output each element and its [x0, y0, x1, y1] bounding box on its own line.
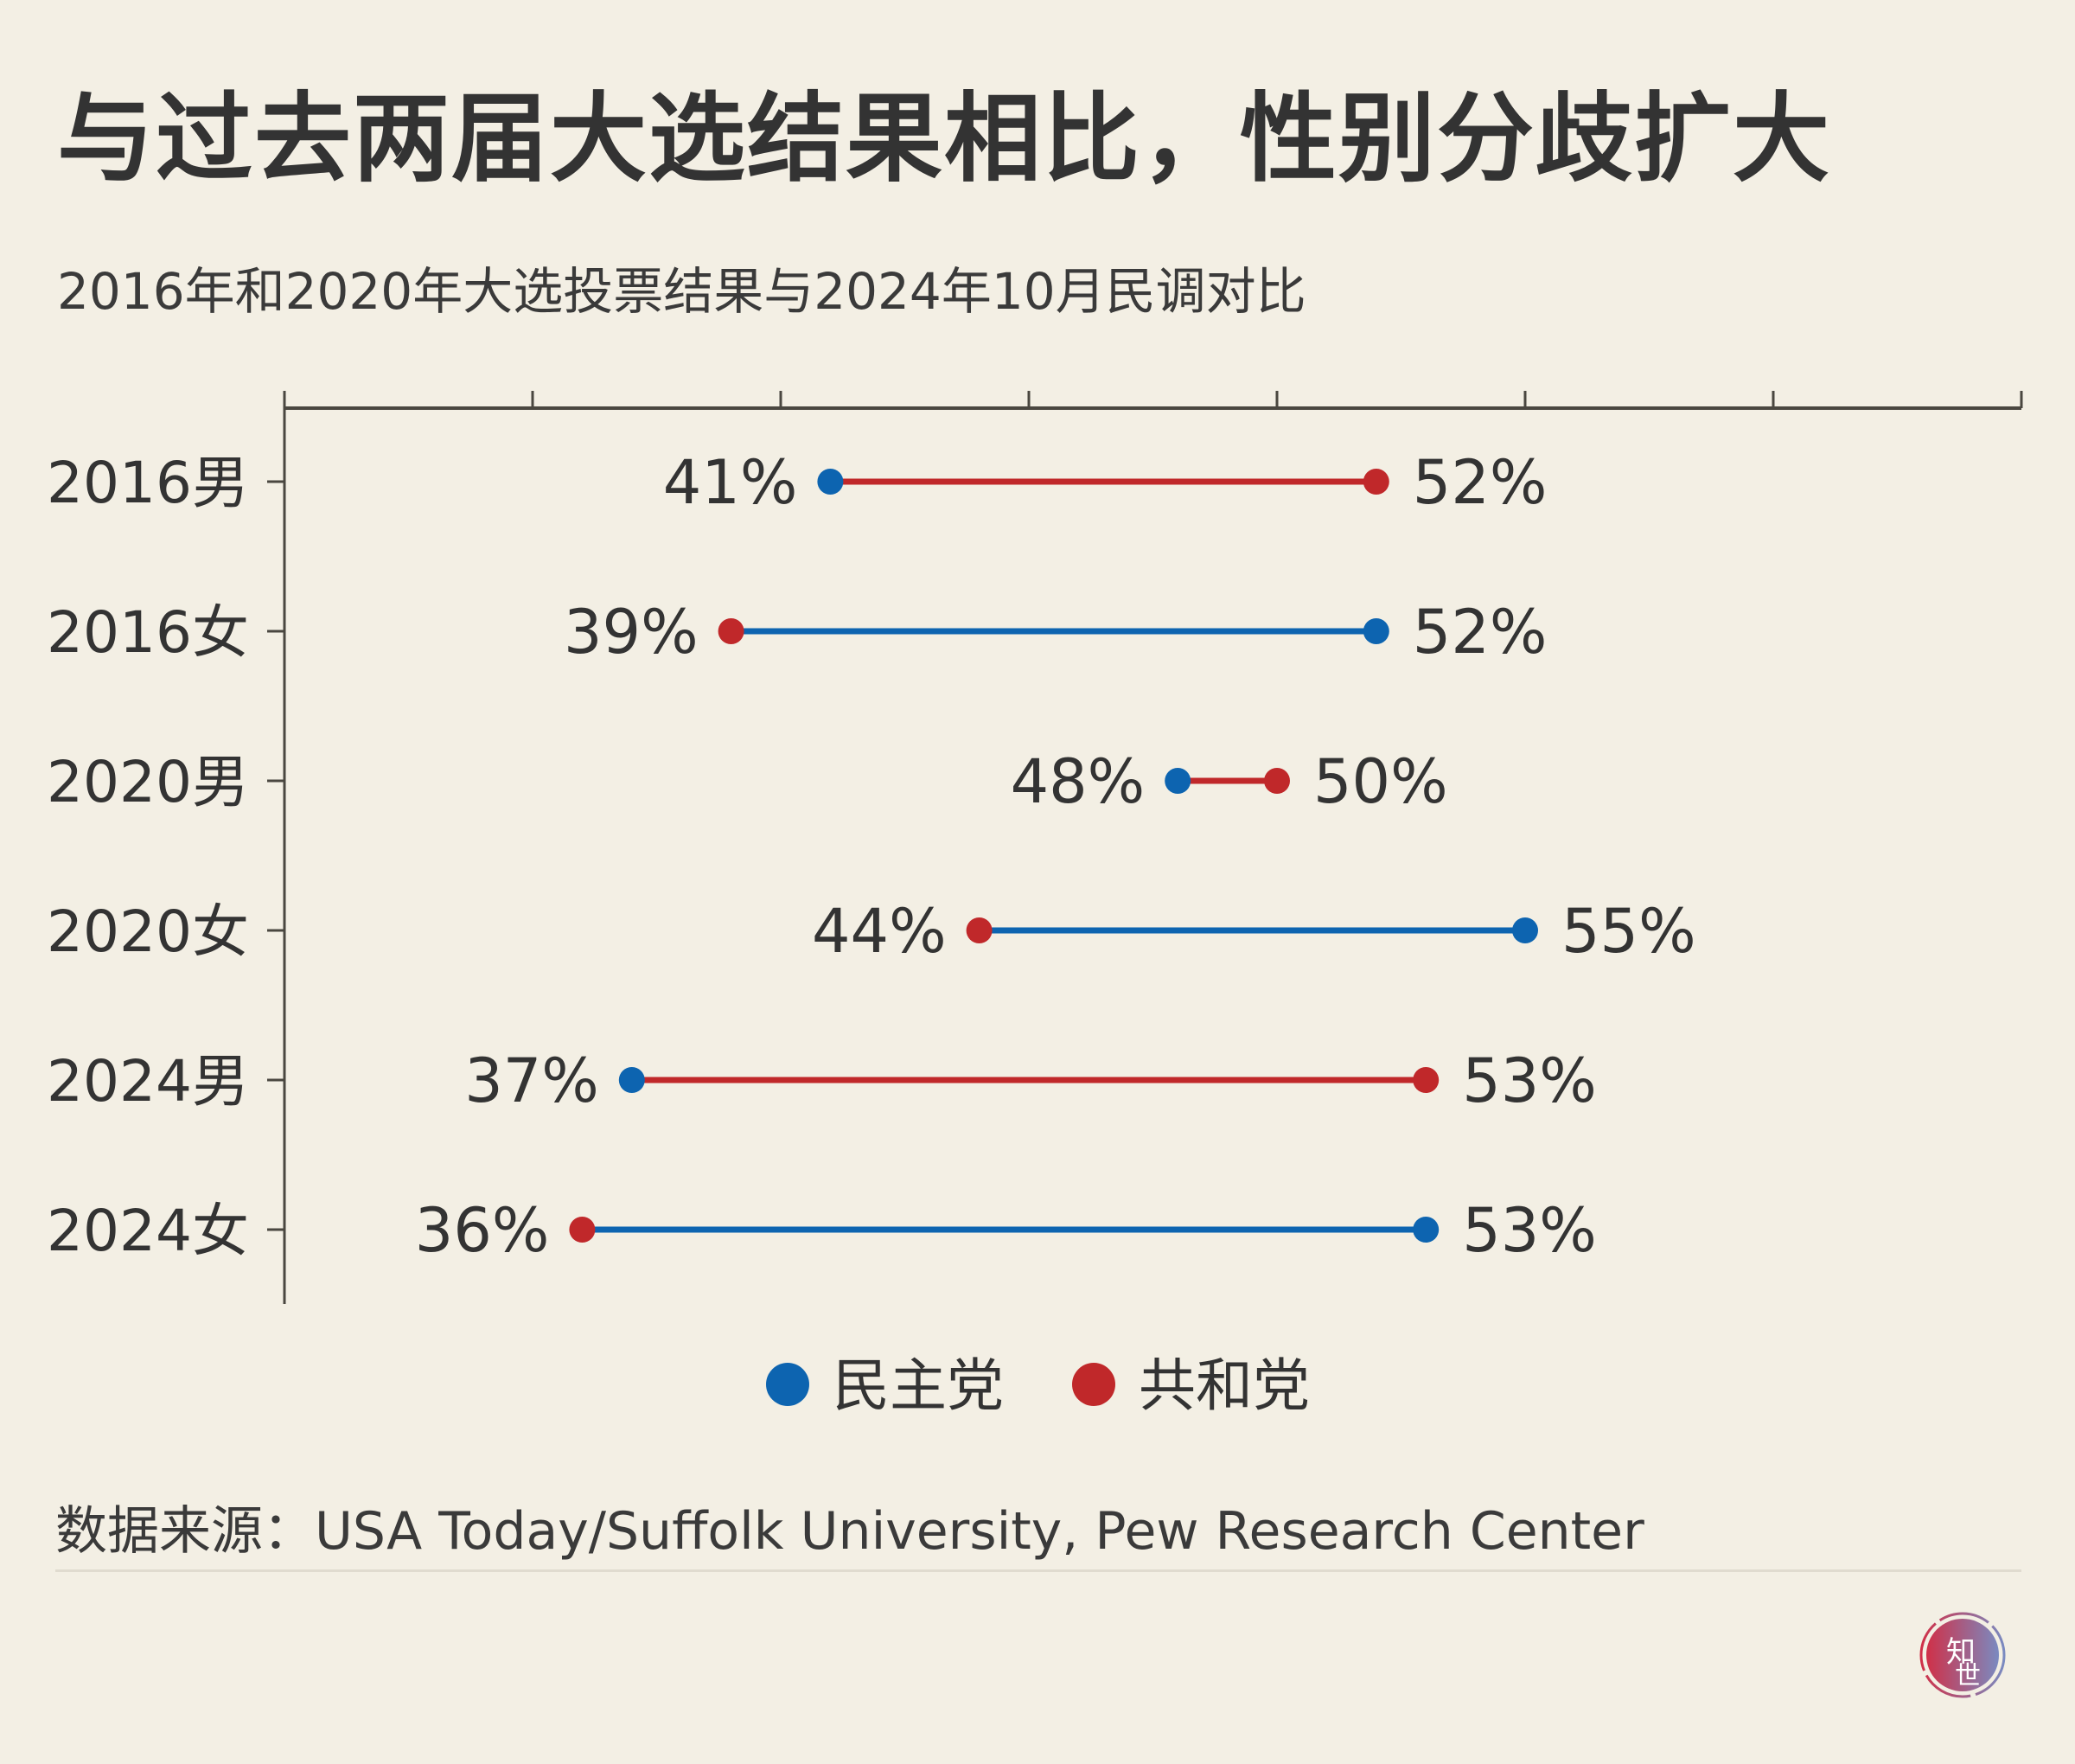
legend-marker-democrat [766, 1363, 809, 1406]
value-label: 41% [663, 447, 798, 518]
legend-marker-republican [1072, 1363, 1115, 1406]
value-label: 44% [812, 896, 947, 967]
value-label: 37% [464, 1045, 599, 1116]
value-label: 36% [415, 1195, 550, 1266]
republican-point [718, 618, 744, 644]
democrat-point [1413, 1217, 1440, 1243]
legend-label-democrat: 民主党 [833, 1352, 1004, 1419]
chart-title: 与过去两届大选结果相比，性别分歧扩大 [57, 83, 1831, 195]
legend-label-republican: 共和党 [1139, 1352, 1310, 1419]
zhishi-logo: 知 世 [1919, 1612, 2006, 1698]
republican-point [966, 917, 993, 943]
category-label: 2024男 [47, 1048, 249, 1115]
category-label: 2016男 [47, 450, 249, 516]
value-label: 52% [1413, 447, 1548, 518]
democrat-point [618, 1067, 645, 1093]
republican-point [1264, 768, 1290, 794]
svg-text:世: 世 [1955, 1661, 1981, 1691]
value-label: 53% [1462, 1195, 1597, 1266]
value-label: 48% [1011, 746, 1146, 817]
value-label: 53% [1462, 1045, 1597, 1116]
source-note: 数据来源：USA Today/Suffolk University, Pew R… [55, 1501, 1644, 1562]
republican-point [1413, 1067, 1440, 1093]
value-label: 50% [1313, 746, 1448, 817]
dumbbell-chart: 2016男 41% 52% 2016女 39% 52% 2020男 48% 50% 2020女 44… [47, 391, 2023, 1419]
democrat-point [1363, 618, 1389, 644]
value-label: 52% [1413, 597, 1548, 668]
svg-text:知: 知 [1946, 1635, 1976, 1670]
democrat-point [1512, 917, 1538, 943]
category-label: 2024女 [47, 1198, 249, 1264]
divider [55, 1569, 2021, 1572]
value-label: 39% [564, 597, 699, 668]
democrat-point [817, 469, 844, 495]
chart-subtitle: 2016年和2020年大选投票结果与2024年10月民调对比 [57, 262, 1306, 321]
republican-point [1363, 469, 1389, 495]
value-label: 55% [1561, 896, 1696, 967]
category-label: 2016女 [47, 599, 249, 666]
category-label: 2020女 [47, 898, 249, 965]
category-label: 2020男 [47, 749, 249, 815]
democrat-point [1165, 768, 1191, 794]
republican-point [569, 1217, 596, 1243]
